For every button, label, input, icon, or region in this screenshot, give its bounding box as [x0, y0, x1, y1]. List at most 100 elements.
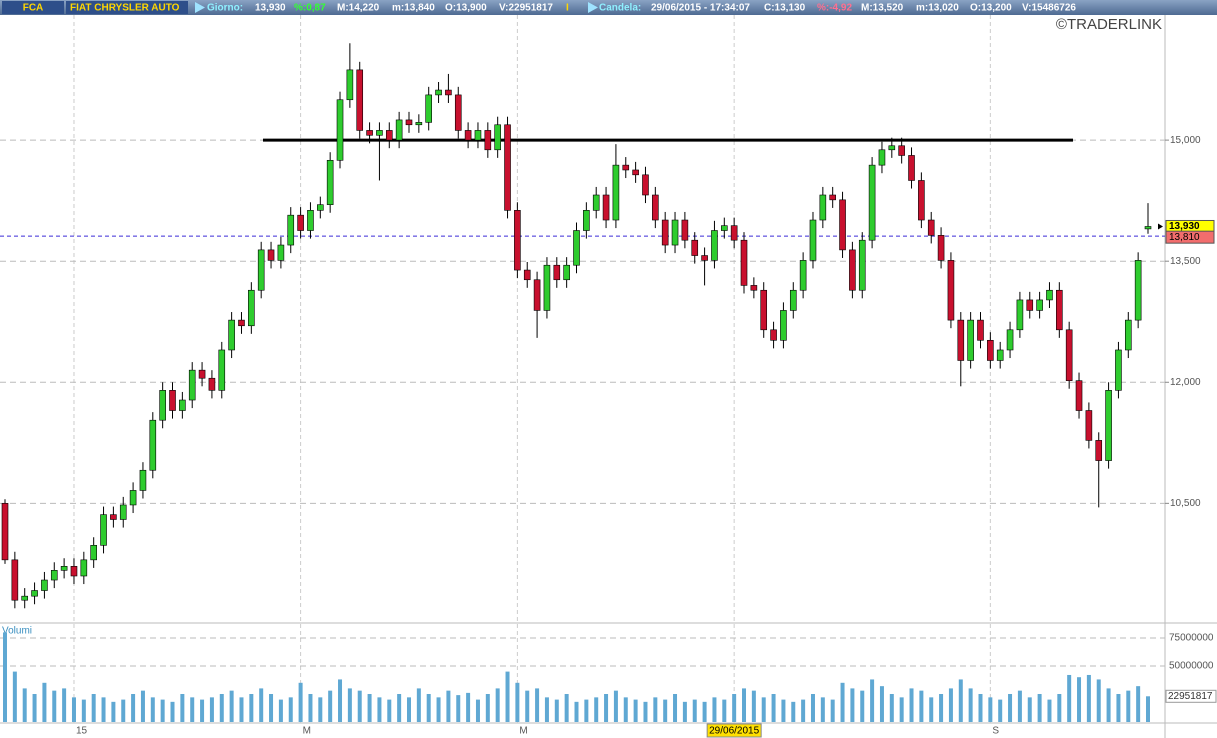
candle-body [248, 289, 255, 327]
volume-bar [101, 697, 106, 722]
volume-bar [200, 699, 205, 722]
volume-bar [653, 697, 658, 722]
volume-bar [929, 697, 934, 722]
volume-bar [505, 671, 510, 722]
candle-body [474, 130, 482, 141]
candle-body [188, 369, 196, 401]
candle-body [385, 130, 393, 141]
y-tick-label: 12,000 [1170, 377, 1201, 388]
volume-bar [278, 699, 283, 722]
candle-body [622, 164, 630, 171]
volume-bar [761, 697, 766, 722]
candle-body [957, 319, 965, 361]
volume-bar [357, 690, 362, 722]
header-field: m:13,840 [392, 3, 435, 14]
volume-bar [121, 699, 126, 722]
volume-bar [91, 694, 96, 722]
volume-bar [535, 688, 540, 722]
x-tick-label: M [303, 726, 311, 737]
candle-body [110, 514, 117, 520]
volume-bar [633, 699, 638, 722]
volume-bar [781, 699, 786, 722]
volume-bar [81, 699, 86, 722]
volume-bar [919, 690, 924, 722]
volume-bar [62, 688, 67, 722]
candle-body [1085, 410, 1093, 441]
candle-body [652, 194, 659, 221]
volume-bar [1037, 694, 1042, 722]
candle-body [159, 390, 166, 421]
candle-body [484, 130, 492, 151]
volume-bar [328, 690, 333, 722]
volume-bar [367, 694, 372, 722]
volume-bar [466, 692, 471, 722]
candle-body [987, 339, 994, 361]
volume-bar [988, 697, 993, 722]
volume-bar [998, 699, 1003, 722]
volume-bar [643, 701, 648, 722]
candle-body [1056, 289, 1063, 331]
candle-body [336, 99, 344, 161]
candle-body [681, 219, 689, 241]
candle-body [346, 69, 354, 101]
volume-bar [939, 694, 944, 722]
candle-body [405, 119, 413, 126]
volume-bar [131, 694, 136, 722]
candle-body [947, 260, 955, 321]
volume-bar [170, 701, 175, 722]
candle-body [90, 545, 97, 561]
volume-bar [416, 688, 421, 722]
volume-bar [702, 701, 707, 722]
candle-body [119, 504, 127, 520]
candle-body [868, 164, 876, 241]
volume-bar [594, 697, 599, 722]
candle-body [898, 145, 905, 156]
volume-bar [712, 697, 717, 722]
price-arrow [1158, 223, 1163, 230]
header-field: FIAT CHRYSLER AUTO [70, 3, 180, 14]
candle-body [543, 264, 551, 311]
candle-body [780, 310, 787, 341]
candle-body [1036, 299, 1043, 311]
volume-bar [515, 682, 520, 722]
volume-bar [42, 682, 47, 722]
candle-body [494, 124, 501, 151]
candle-body [149, 419, 157, 471]
volume-bar [1017, 690, 1022, 722]
candle-body [425, 94, 432, 123]
candle-body [523, 269, 531, 281]
volume-bar [1136, 686, 1141, 722]
candle-body [60, 566, 68, 571]
candle-body [435, 89, 442, 96]
candle-body [711, 230, 718, 261]
header-field: O:13,200 [970, 3, 1012, 14]
volume-bar [446, 690, 451, 722]
volume-bar [820, 697, 825, 722]
candle-body [583, 210, 590, 231]
x-tick-label: 15 [76, 726, 88, 737]
y-tick-label: 50000000 [1169, 661, 1214, 672]
candle-body [169, 390, 176, 411]
volume-bar [269, 694, 274, 722]
candle-body [632, 169, 639, 176]
candle-body [376, 130, 383, 136]
candle-body [179, 399, 186, 411]
candle-body [257, 249, 265, 291]
volume-bar [150, 697, 155, 722]
candle-body [592, 194, 600, 211]
candle-body [1124, 319, 1132, 351]
volume-bar [190, 697, 195, 722]
volume-bar [436, 697, 441, 722]
candle-body [849, 249, 856, 291]
volume-bar [32, 694, 37, 722]
volume-bar [968, 688, 973, 722]
play-icon [195, 2, 205, 13]
y-tick-label: 13,500 [1170, 256, 1201, 267]
header-field: FCA [23, 3, 44, 14]
candle-body [642, 174, 649, 196]
header-field: V:22951817 [499, 3, 553, 14]
x-tick-label: 29/06/2015 [709, 726, 759, 737]
candle-body [996, 349, 1004, 361]
volume-bar [574, 701, 579, 722]
